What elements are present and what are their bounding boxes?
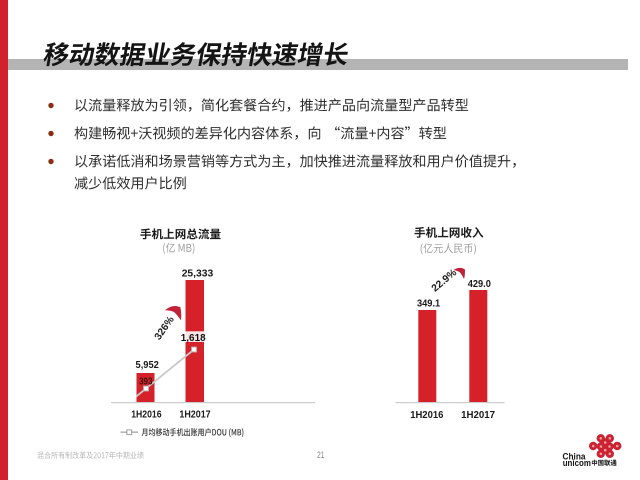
svg-text:unicom: unicom [563,458,591,468]
svg-text:1H2016: 1H2016 [410,409,443,421]
svg-text:429.0: 429.0 [468,278,491,290]
svg-text:1H2016: 1H2016 [131,409,161,421]
svg-text:1H2017: 1H2017 [179,409,210,421]
svg-text:1,618: 1,618 [181,332,206,344]
svg-text:349.1: 349.1 [417,297,440,309]
svg-text:25,333: 25,333 [182,268,214,280]
svg-text:326%: 326% [153,315,177,343]
svg-text:393: 393 [139,376,153,388]
svg-text:5,952: 5,952 [136,359,159,371]
svg-text:China: China [563,451,586,461]
svg-text:21: 21 [317,450,325,460]
svg-text:22.9%: 22.9% [430,267,459,294]
svg-text:1H2017: 1H2017 [461,409,495,421]
